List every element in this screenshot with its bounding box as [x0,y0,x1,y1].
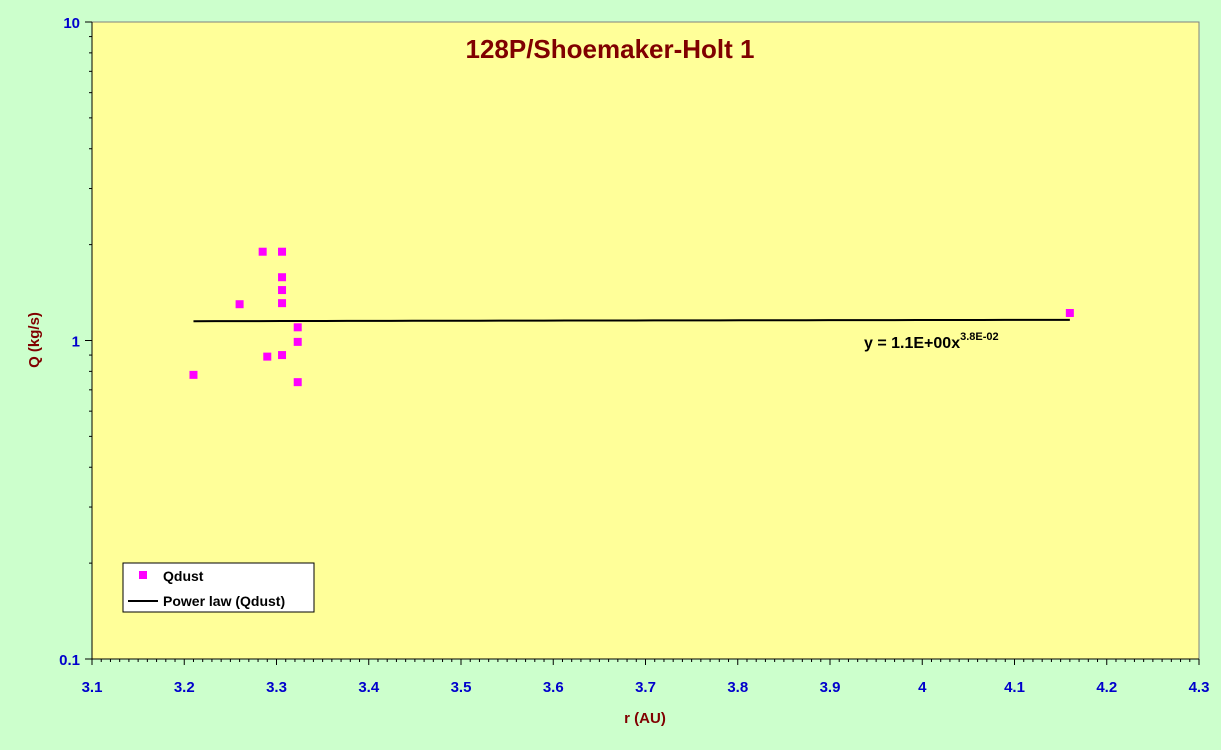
x-tick-label: 3.8 [727,679,748,696]
power-law-trendline [193,318,1070,323]
y-tick-label: 10 [63,15,80,32]
x-tick-label: 3.9 [820,679,841,696]
qdust-point [278,351,287,360]
x-tick-label: 3.4 [358,679,380,696]
points-layer [189,247,1074,387]
x-tick-label: 4.1 [1004,679,1025,696]
legend-box [122,562,315,613]
trendline-layer [193,318,1070,323]
x-axis-title: r (AU) [624,710,666,727]
trendline-equation: y = 1.1E+00x3.8E-02 [864,331,999,352]
x-tick-label: 3.7 [635,679,656,696]
x-tick-label: 4.3 [1189,679,1210,696]
qdust-point [235,300,244,309]
equation-main: y = 1.1E+00x [864,335,960,352]
x-axis: 3.1 3.2 3.3 3.4 3.5 3.6 3.7 3.8 3.9 4 4.1 4.2 4.3 [82,658,1210,696]
qdust-point [293,337,302,346]
qdust-point [258,247,267,256]
qdust-point [189,370,198,379]
x-tick-label: 3.2 [174,679,195,696]
y-axis: 0.1 1 10 [59,15,93,669]
y-tick-label: 1 [72,334,80,351]
qdust-point [293,378,302,387]
x-tick-label: 3.3 [266,679,287,696]
qdust-point [278,247,287,256]
x-tick-label: 3.5 [451,679,472,696]
chart-title: 128P/Shoemaker-Holt 1 [465,34,754,64]
x-tick-label: 4.2 [1096,679,1117,696]
legend-label-qdust: Qdust [163,568,204,584]
x-tick-label: 3.6 [543,679,564,696]
qdust-point [293,323,302,332]
qdust-point [278,286,287,295]
qdust-point [278,299,287,308]
y-tick-label: 0.1 [59,652,80,669]
equation-exponent: 3.8E-02 [960,331,999,343]
plot-area [91,21,1200,660]
x-tick-label: 4 [918,679,927,696]
x-tick-label: 3.1 [82,679,103,696]
qdust-point [278,273,287,282]
legend: Qdust Power law (Qdust) [122,562,315,613]
legend-label-power-law: Power law (Qdust) [163,593,285,609]
legend-marker-qdust [139,571,147,579]
y-axis-title: Q (kg/s) [26,312,43,368]
qdust-point [1065,308,1074,317]
qdust-point [263,352,272,361]
